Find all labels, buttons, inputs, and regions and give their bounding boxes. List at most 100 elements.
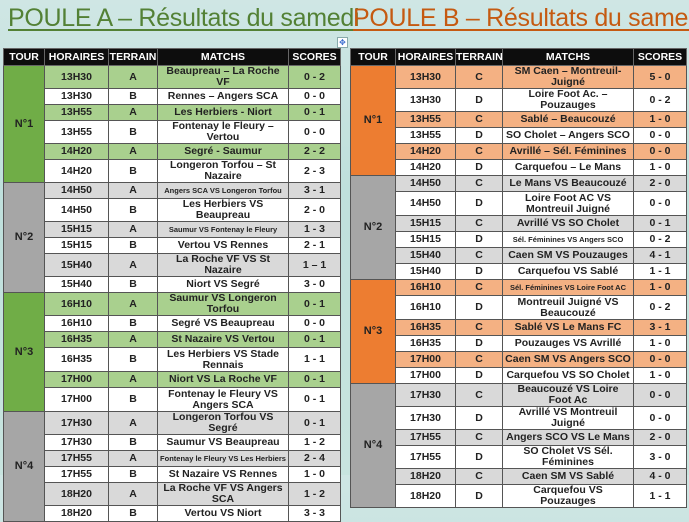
- score-cell: 1 - 0: [633, 159, 687, 176]
- match-cell: Vertou VS Niort: [157, 505, 289, 522]
- horaire-cell: 17H30: [44, 411, 109, 435]
- terrain-cell: C: [455, 215, 503, 232]
- score-cell: 0 - 1: [288, 104, 341, 121]
- score-cell: 3 - 3: [288, 505, 341, 522]
- match-cell: Les Herbiers VS Beaupreau: [157, 198, 289, 222]
- horaire-cell: 16H10: [395, 279, 456, 296]
- table-row: N°1 13H30 C SM Caen – Montreuil-Juigné 5 - 0: [350, 65, 687, 176]
- terrain-cell: A: [108, 331, 158, 348]
- score-cell: 3 - 0: [633, 445, 687, 469]
- score-cell: 2 - 0: [288, 198, 341, 222]
- match-cell: Longeron Torfou – St Nazaire: [157, 159, 289, 183]
- match-cell: Les Herbiers - Niort: [157, 104, 289, 121]
- table-row: 16H35 B Les Herbiers VS Stade Rennais 1 - 1: [3, 347, 341, 372]
- horaire-cell: 15H15: [395, 231, 456, 248]
- poule-a-results-table: TOUR HORAIRES TERRAIN MATCHS SCORES N°1 13H30 A…: [3, 48, 341, 522]
- table-row: 17H00 B Fontenay le Fleury VS Angers SCA 0 …: [3, 387, 341, 412]
- table-row: 17H00 C Caen SM VS Angers SCO 0 - 0: [350, 351, 687, 368]
- match-cell: Avrillé VS SO Cholet: [502, 215, 634, 232]
- table-row: 17H55 C Angers SCO VS Le Mans 2 - 0: [350, 429, 687, 446]
- terrain-cell: D: [455, 191, 503, 216]
- tour-label: N°1: [3, 65, 45, 183]
- match-cell: Fontenay le Fleury VS Les Herbiers: [157, 450, 289, 467]
- terrain-cell: A: [108, 482, 158, 506]
- score-cell: 3 - 0: [288, 276, 341, 293]
- horaire-cell: 16H10: [395, 295, 456, 320]
- horaire-cell: 18H20: [44, 505, 109, 522]
- terrain-cell: D: [455, 335, 503, 352]
- match-cell: Sél. Féminines VS Loire Foot AC: [502, 279, 634, 296]
- match-cell: Segré - Saumur: [157, 143, 289, 160]
- terrain-cell: A: [108, 65, 158, 89]
- match-cell: Sél. Féminines VS Angers SCO: [502, 231, 634, 248]
- score-cell: 0 - 0: [288, 315, 341, 332]
- horaire-cell: 14H50: [44, 182, 109, 199]
- horaire-cell: 15H15: [44, 221, 109, 238]
- horaire-cell: 17H30: [44, 434, 109, 451]
- header-matchs: MATCHS: [157, 48, 289, 66]
- match-cell: Beaupreau – La Roche VF: [157, 65, 289, 89]
- score-cell: 2 - 0: [633, 429, 687, 446]
- score-cell: 0 - 0: [288, 120, 341, 144]
- terrain-cell: C: [455, 351, 503, 368]
- score-cell: 1 - 0: [633, 279, 687, 296]
- horaire-cell: 18H20: [395, 484, 456, 508]
- score-cell: 3 - 1: [633, 319, 687, 336]
- table-row: 17H55 D SO Cholet VS Sél. Féminines 3 - 0: [350, 445, 687, 469]
- header-terrain: TERRAIN: [455, 48, 503, 66]
- horaire-cell: 13H30: [395, 88, 456, 112]
- terrain-cell: D: [455, 159, 503, 176]
- score-cell: 1 - 3: [288, 221, 341, 238]
- horaire-cell: 15H15: [44, 237, 109, 254]
- match-cell: Montreuil Juigné VS Beaucouzé: [502, 295, 634, 320]
- match-cell: Beaucouzé VS Loire Foot Ac: [502, 383, 634, 407]
- table-move-handle-icon[interactable]: ✥: [337, 37, 348, 48]
- horaire-cell: 13H55: [395, 127, 456, 144]
- tour-label: N°3: [350, 279, 396, 384]
- table-row: 14H20 B Longeron Torfou – St Nazaire 2 - 3: [3, 159, 341, 183]
- terrain-cell: C: [455, 279, 503, 296]
- terrain-cell: B: [108, 434, 158, 451]
- table-row: 14H20 D Carquefou – Le Mans 1 - 0: [350, 159, 687, 176]
- table-row: 15H40 D Carquefou VS Sablé 1 - 1: [350, 263, 687, 280]
- table-row: 18H20 B Vertou VS Niort 3 - 3: [3, 505, 341, 522]
- table-row: N°2 14H50 C Le Mans VS Beaucouzé 2 - 0: [350, 175, 687, 280]
- terrain-cell: A: [108, 182, 158, 199]
- header-horaires: HORAIRES: [44, 48, 109, 66]
- horaire-cell: 17H55: [395, 429, 456, 446]
- table-row: 17H55 A Fontenay le Fleury VS Les Herbiers…: [3, 450, 341, 467]
- match-cell: Sablé VS Le Mans FC: [502, 319, 634, 336]
- header-row: TOUR HORAIRES TERRAIN MATCHS SCORES: [3, 48, 341, 66]
- table-row: 13H55 B Fontenay le Fleury – Vertou 0 - 0: [3, 120, 341, 144]
- score-cell: 0 - 0: [633, 127, 687, 144]
- score-cell: 0 - 1: [288, 411, 341, 435]
- terrain-cell: B: [108, 88, 158, 105]
- score-cell: 1 - 1: [633, 263, 687, 280]
- score-cell: 2 - 3: [288, 159, 341, 183]
- match-cell: Fontenay le Fleury VS Angers SCA: [157, 387, 289, 412]
- horaire-cell: 15H40: [395, 263, 456, 280]
- match-cell: Niort VS La Roche VF: [157, 371, 289, 388]
- score-cell: 1 - 0: [633, 111, 687, 128]
- horaire-cell: 14H20: [395, 159, 456, 176]
- table-row: N°4 17H30 A Longeron Torfou VS Segré 0 - 1: [3, 411, 341, 522]
- score-cell: 3 - 1: [288, 182, 341, 199]
- match-cell: Saumur VS Fontenay le Fleury: [157, 221, 289, 238]
- table-row: 14H50 D Loire Foot AC VS Montreuil Juigné 0…: [350, 191, 687, 216]
- match-cell: Saumur VS Longeron Torfou: [157, 292, 289, 316]
- table-row: 15H15 C Avrillé VS SO Cholet 0 - 1: [350, 215, 687, 232]
- table-row: N°4 17H30 C Beaucouzé VS Loire Foot Ac 0 - 0: [350, 383, 687, 508]
- match-cell: Caen SM VS Sablé: [502, 468, 634, 485]
- table-row: 16H35 C Sablé VS Le Mans FC 3 - 1: [350, 319, 687, 336]
- match-cell: Angers SCO VS Le Mans: [502, 429, 634, 446]
- horaire-cell: 18H20: [44, 482, 109, 506]
- table-row: N°2 14H50 A Angers SCA VS Longeron Torfou 3 …: [3, 182, 341, 293]
- horaire-cell: 16H35: [395, 319, 456, 336]
- terrain-cell: B: [108, 505, 158, 522]
- terrain-cell: B: [108, 315, 158, 332]
- header-row: TOUR HORAIRES TERRAIN MATCHS SCORES: [350, 48, 687, 66]
- score-cell: 1 - 2: [288, 434, 341, 451]
- horaire-cell: 17H00: [44, 387, 109, 412]
- horaire-cell: 16H10: [44, 292, 109, 316]
- table-row: 16H35 A St Nazaire VS Vertou 0 - 1: [3, 331, 341, 348]
